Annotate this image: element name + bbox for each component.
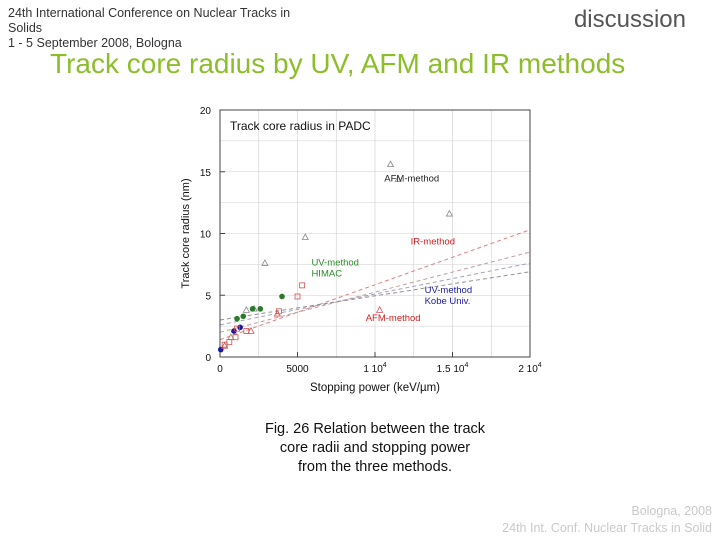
x-tick-label: 2 104 [518, 362, 541, 375]
data-point [301, 233, 309, 240]
data-point [294, 293, 301, 300]
data-point [445, 209, 454, 217]
chart-annotation: UV-method [425, 285, 473, 296]
data-point [375, 306, 384, 313]
data-point [232, 334, 239, 341]
caption-line-1: Fig. 26 Relation between the track [264, 421, 486, 437]
footer-line-2: 24th Int. Conf. Nuclear Tracks in Solid [502, 521, 712, 535]
conference-line-1: 24th International Conference on Nuclear… [8, 6, 291, 20]
section-label: discussion [573, 6, 686, 33]
fit-line [219, 271, 531, 321]
data-point [217, 346, 224, 353]
footer: Bologna, 2008 24th Int. Conf. Nuclear Tr… [502, 503, 712, 537]
y-tick-label: 5 [205, 291, 211, 302]
chart-annotation: IR-method [411, 237, 455, 248]
data-point [261, 259, 269, 266]
data-point [242, 306, 251, 313]
chart-annotation: HIMAC [311, 269, 342, 280]
fit-line [219, 262, 531, 326]
x-axis-label: Stopping power (keV/µm) [310, 382, 440, 394]
caption-line-3: from the three methods. [298, 459, 452, 475]
data-point [386, 160, 395, 168]
chart-title: Track core radius in PADC [230, 119, 371, 133]
data-point [279, 293, 285, 300]
y-tick-label: 15 [200, 168, 212, 179]
chart-annotation: Kobe Univ. [425, 296, 471, 307]
data-point [234, 315, 240, 322]
data-point [231, 328, 237, 334]
conference-info: 24th International Conference on Nuclear… [8, 6, 348, 51]
data-point [394, 175, 402, 182]
x-tick-label: 1.5 104 [437, 362, 469, 375]
data-point [220, 341, 229, 349]
x-tick-label: 5000 [286, 364, 309, 375]
footer-line-1: Bologna, 2008 [631, 504, 712, 518]
y-tick-label: 20 [200, 106, 212, 117]
x-tick-label: 0 [217, 364, 223, 375]
caption-line-2: core radii and stopping power [279, 440, 471, 456]
y-tick-label: 0 [205, 353, 211, 364]
data-point [273, 309, 282, 317]
chart-annotation: AFM-method [384, 174, 439, 185]
y-tick-label: 10 [200, 230, 212, 241]
fit-line [219, 229, 531, 341]
chart-annotation: AFM-method [366, 313, 421, 324]
y-axis-label: Track core radius (nm) [180, 178, 192, 288]
fit-line [219, 251, 531, 333]
track-radius-chart: 0 5 10 15 20 0 5000 1 104 1.5 104 2 104 AFM-metho… [180, 106, 542, 394]
data-point [257, 306, 264, 312]
x-tick-label: 1 104 [363, 362, 386, 375]
data-point [299, 282, 306, 289]
data-point [226, 339, 233, 346]
chart-annotation: UV-method [311, 258, 359, 269]
figure-caption: Fig. 26 Relation between the track core … [240, 420, 510, 477]
data-point [247, 327, 255, 334]
data-point [237, 324, 243, 331]
data-point [249, 306, 256, 312]
conference-line-2: Solids [8, 21, 43, 35]
conference-line-3: 1 - 5 September 2008, Bologna [8, 36, 182, 50]
data-point [234, 325, 240, 332]
data-point [240, 313, 247, 320]
slide-title: Track core radius by UV, AFM and IR meth… [50, 48, 626, 79]
